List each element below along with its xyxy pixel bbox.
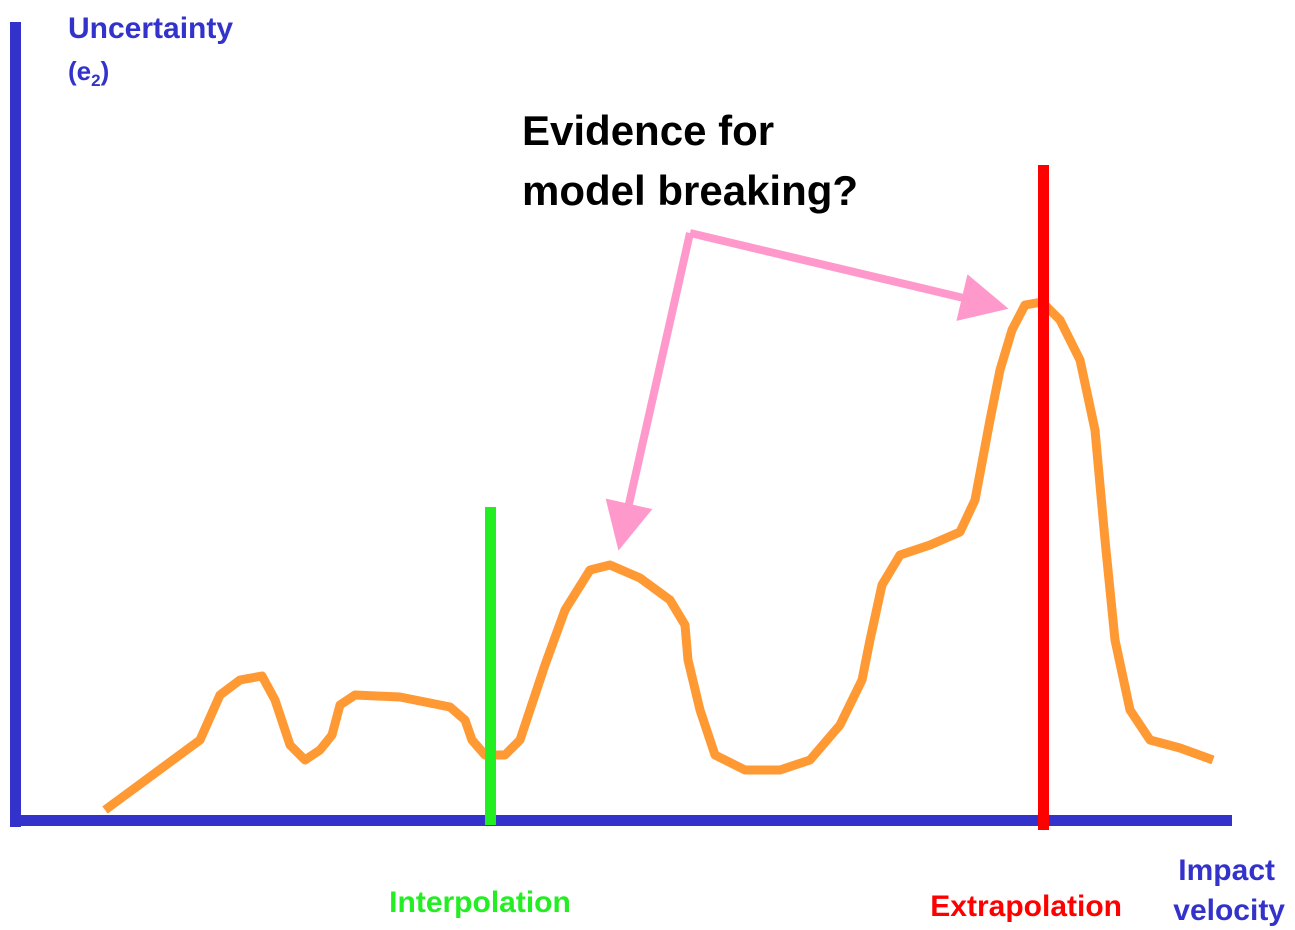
- annotation: Evidence for: [522, 107, 774, 154]
- interpolation-line: [485, 507, 496, 825]
- unit-open: (e: [68, 56, 91, 86]
- x-axis: [10, 815, 1232, 826]
- extrapolation-label: Extrapolation: [930, 890, 1122, 923]
- y-axis: [10, 22, 21, 827]
- y-axis-label: Uncertainty: [68, 12, 233, 45]
- x-axis-label: velocity: [1173, 894, 1285, 927]
- annotation: model breaking?: [522, 167, 858, 214]
- y-axis-unit: (e2): [68, 56, 109, 90]
- unit-subscript: 2: [91, 71, 100, 90]
- extrapolation-line: [1038, 165, 1049, 830]
- unit-close: ): [101, 56, 110, 86]
- arrow: [689, 229, 1009, 321]
- arrow: [605, 232, 694, 551]
- interpolation-label: Interpolation: [389, 886, 571, 919]
- x-axis-label: Impact: [1178, 854, 1275, 887]
